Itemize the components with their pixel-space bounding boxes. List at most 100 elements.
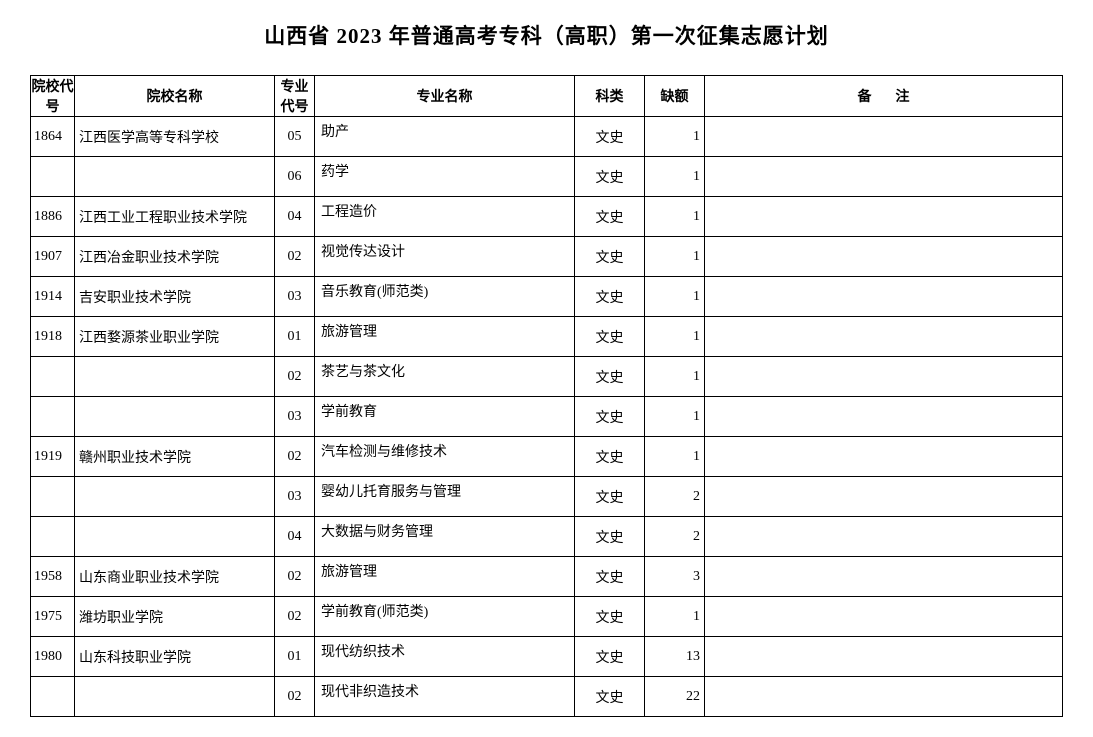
- cell-major-name: 旅游管理: [315, 317, 575, 357]
- table-header-row: 院校代号 院校名称 专业代号 专业名称 科类 缺额 备注: [31, 76, 1063, 117]
- cell-major-code: 02: [275, 597, 315, 637]
- cell-major-code: 04: [275, 517, 315, 557]
- cell-remarks: [705, 517, 1063, 557]
- cell-remarks: [705, 557, 1063, 597]
- cell-school-name: [75, 477, 275, 517]
- cell-category: 文史: [575, 637, 645, 677]
- cell-remarks: [705, 597, 1063, 637]
- cell-remarks: [705, 277, 1063, 317]
- cell-category: 文史: [575, 677, 645, 717]
- table-row: 1958山东商业职业技术学院02旅游管理文史3: [31, 557, 1063, 597]
- cell-school-name: 潍坊职业学院: [75, 597, 275, 637]
- table-row: 1864江西医学高等专科学校05助产文史1: [31, 117, 1063, 157]
- cell-school-code: 1886: [31, 197, 75, 237]
- cell-remarks: [705, 477, 1063, 517]
- header-major-name: 专业名称: [315, 76, 575, 117]
- cell-major-name: 茶艺与茶文化: [315, 357, 575, 397]
- cell-category: 文史: [575, 117, 645, 157]
- cell-remarks: [705, 637, 1063, 677]
- table-row: 1914吉安职业技术学院03音乐教育(师范类)文史1: [31, 277, 1063, 317]
- cell-vacancy: 2: [645, 517, 705, 557]
- cell-major-code: 06: [275, 157, 315, 197]
- cell-major-name: 学前教育(师范类): [315, 597, 575, 637]
- cell-remarks: [705, 197, 1063, 237]
- cell-remarks: [705, 237, 1063, 277]
- cell-major-code: 03: [275, 277, 315, 317]
- cell-school-name: 吉安职业技术学院: [75, 277, 275, 317]
- table-row: 03学前教育文史1: [31, 397, 1063, 437]
- cell-vacancy: 1: [645, 197, 705, 237]
- cell-category: 文史: [575, 357, 645, 397]
- cell-major-code: 03: [275, 397, 315, 437]
- cell-school-name: 江西工业工程职业技术学院: [75, 197, 275, 237]
- cell-major-code: 04: [275, 197, 315, 237]
- cell-vacancy: 1: [645, 117, 705, 157]
- cell-school-code: 1918: [31, 317, 75, 357]
- cell-school-name: 山东商业职业技术学院: [75, 557, 275, 597]
- cell-school-code: 1864: [31, 117, 75, 157]
- cell-vacancy: 1: [645, 277, 705, 317]
- cell-major-code: 05: [275, 117, 315, 157]
- cell-category: 文史: [575, 397, 645, 437]
- header-school-name: 院校名称: [75, 76, 275, 117]
- cell-major-code: 02: [275, 437, 315, 477]
- cell-school-name: [75, 677, 275, 717]
- cell-category: 文史: [575, 277, 645, 317]
- cell-school-name: [75, 517, 275, 557]
- cell-category: 文史: [575, 157, 645, 197]
- table-row: 1980山东科技职业学院01现代纺织技术文史13: [31, 637, 1063, 677]
- cell-vacancy: 1: [645, 237, 705, 277]
- cell-school-code: 1975: [31, 597, 75, 637]
- header-vacancy: 缺额: [645, 76, 705, 117]
- header-category: 科类: [575, 76, 645, 117]
- cell-school-code: [31, 397, 75, 437]
- header-school-code: 院校代号: [31, 76, 75, 117]
- cell-major-name: 药学: [315, 157, 575, 197]
- cell-major-code: 03: [275, 477, 315, 517]
- cell-remarks: [705, 157, 1063, 197]
- table-row: 02茶艺与茶文化文史1: [31, 357, 1063, 397]
- cell-category: 文史: [575, 317, 645, 357]
- cell-category: 文史: [575, 517, 645, 557]
- cell-vacancy: 1: [645, 357, 705, 397]
- cell-major-name: 现代非织造技术: [315, 677, 575, 717]
- cell-school-name: 江西医学高等专科学校: [75, 117, 275, 157]
- page-title: 山西省 2023 年普通高考专科（高职）第一次征集志愿计划: [30, 20, 1063, 50]
- cell-major-name: 视觉传达设计: [315, 237, 575, 277]
- cell-category: 文史: [575, 197, 645, 237]
- cell-vacancy: 2: [645, 477, 705, 517]
- cell-vacancy: 1: [645, 317, 705, 357]
- cell-category: 文史: [575, 237, 645, 277]
- cell-school-name: 山东科技职业学院: [75, 637, 275, 677]
- table-row: 1907江西冶金职业技术学院02视觉传达设计文史1: [31, 237, 1063, 277]
- cell-school-code: 1914: [31, 277, 75, 317]
- cell-remarks: [705, 677, 1063, 717]
- cell-major-name: 大数据与财务管理: [315, 517, 575, 557]
- cell-school-code: [31, 517, 75, 557]
- cell-school-code: 1958: [31, 557, 75, 597]
- cell-vacancy: 22: [645, 677, 705, 717]
- cell-remarks: [705, 437, 1063, 477]
- cell-major-code: 02: [275, 237, 315, 277]
- header-remarks: 备注: [705, 76, 1063, 117]
- cell-major-code: 02: [275, 357, 315, 397]
- cell-school-name: 江西婺源茶业职业学院: [75, 317, 275, 357]
- header-major-code: 专业代号: [275, 76, 315, 117]
- cell-school-name: 江西冶金职业技术学院: [75, 237, 275, 277]
- cell-category: 文史: [575, 437, 645, 477]
- plan-table: 院校代号 院校名称 专业代号 专业名称 科类 缺额 备注 1864江西医学高等专…: [30, 75, 1063, 717]
- cell-category: 文史: [575, 597, 645, 637]
- cell-school-code: [31, 477, 75, 517]
- cell-vacancy: 1: [645, 397, 705, 437]
- table-row: 02现代非织造技术文史22: [31, 677, 1063, 717]
- cell-school-name: [75, 157, 275, 197]
- cell-school-name: [75, 357, 275, 397]
- cell-school-code: [31, 677, 75, 717]
- cell-school-code: [31, 357, 75, 397]
- cell-remarks: [705, 357, 1063, 397]
- cell-remarks: [705, 117, 1063, 157]
- table-row: 1886江西工业工程职业技术学院04工程造价文史1: [31, 197, 1063, 237]
- cell-vacancy: 13: [645, 637, 705, 677]
- cell-major-code: 02: [275, 677, 315, 717]
- cell-major-name: 现代纺织技术: [315, 637, 575, 677]
